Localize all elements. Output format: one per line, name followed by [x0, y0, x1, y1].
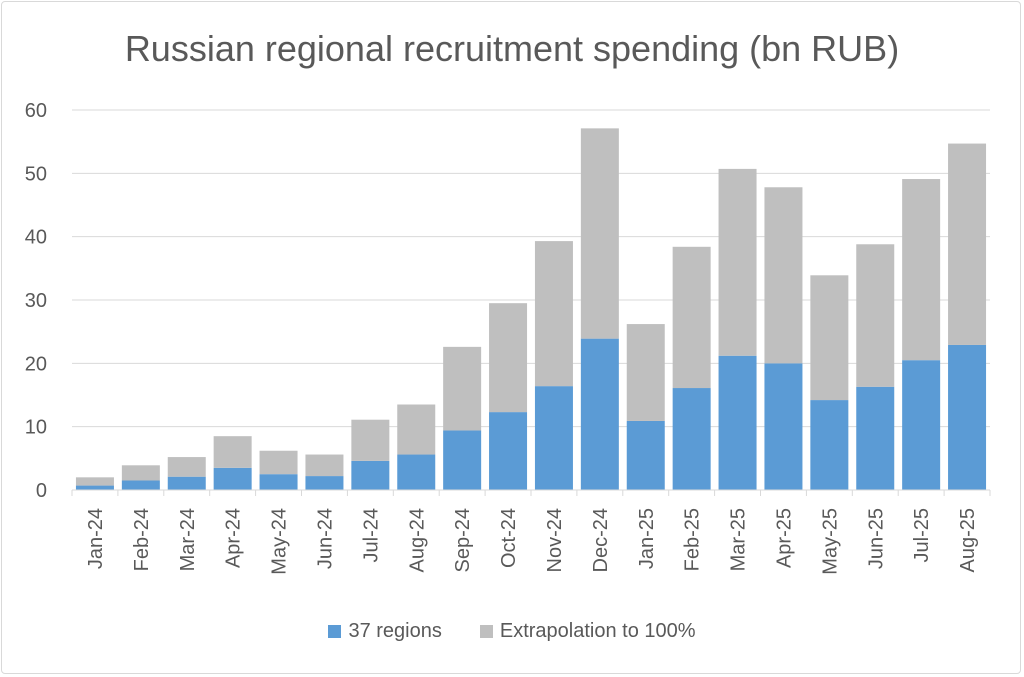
bar-37-regions: [810, 400, 849, 490]
bar-extrapolation: [351, 419, 390, 461]
x-tick-label: May-24: [269, 508, 291, 575]
x-tick-label: Nov-24: [544, 508, 566, 572]
y-tick-label: 50: [25, 163, 47, 185]
bar-extrapolation: [948, 143, 987, 345]
x-tick-label: Jun-24: [314, 508, 336, 569]
x-tick-label: Apr-24: [223, 508, 245, 568]
x-tick-label: Dec-24: [590, 508, 612, 572]
bar-extrapolation: [764, 187, 803, 364]
bar-37-regions: [259, 474, 298, 490]
bar-37-regions: [626, 420, 665, 490]
bar-37-regions: [580, 338, 619, 490]
bar-extrapolation: [167, 457, 206, 477]
bar-37-regions: [75, 485, 114, 490]
bar-extrapolation: [534, 241, 573, 387]
bar-extrapolation: [580, 128, 619, 339]
legend-label: 37 regions: [348, 620, 442, 642]
bar-37-regions: [121, 480, 160, 490]
legend-swatch-blue: [328, 625, 342, 638]
bar-37-regions: [443, 430, 482, 490]
bar-extrapolation: [489, 303, 528, 413]
x-tick-label: Mar-24: [177, 508, 199, 571]
x-tick-label: Jun-25: [865, 508, 887, 569]
bar-extrapolation: [213, 436, 252, 468]
legend-label: Extrapolation to 100%: [499, 620, 696, 642]
legend-swatch-gray: [479, 625, 493, 638]
bar-37-regions: [167, 476, 206, 490]
y-tick-label: 30: [25, 290, 47, 312]
bar-37-regions: [856, 386, 895, 490]
bar-extrapolation: [75, 477, 114, 486]
bar-37-regions: [305, 476, 344, 490]
bar-extrapolation: [718, 168, 757, 356]
x-tick-label: Feb-25: [682, 508, 704, 571]
x-tick-label: Jul-24: [360, 508, 382, 562]
x-tick-label: May-25: [819, 508, 841, 575]
x-tick-label: Feb-24: [131, 508, 153, 571]
bar-extrapolation: [397, 404, 436, 455]
bar-extrapolation: [902, 179, 941, 361]
legend-item-extrapolation: Extrapolation to 100%: [479, 620, 696, 643]
bar-37-regions: [718, 355, 757, 490]
x-tick-label: Sep-24: [452, 508, 474, 573]
x-tick-label: Jul-25: [911, 508, 933, 562]
bar-37-regions: [489, 412, 528, 490]
bar-extrapolation: [626, 324, 665, 421]
bar-37-regions: [948, 344, 987, 490]
y-tick-label: 60: [25, 100, 47, 122]
x-tick-label: Aug-25: [957, 508, 979, 573]
bar-37-regions: [351, 460, 390, 490]
y-tick-label: 20: [25, 353, 47, 375]
bar-extrapolation: [810, 275, 849, 401]
bar-extrapolation: [856, 244, 895, 387]
x-tick-label: Aug-24: [406, 508, 428, 573]
bar-extrapolation: [121, 465, 160, 481]
bar-37-regions: [213, 467, 252, 490]
chart-title: Russian regional recruitment spending (b…: [124, 28, 900, 69]
legend-item-37-regions: 37 regions: [328, 620, 442, 643]
x-tick-label: Mar-25: [728, 508, 750, 571]
x-tick-label: Apr-25: [773, 508, 795, 568]
x-tick-label: Jan-24: [85, 508, 107, 569]
y-tick-label: 10: [25, 417, 47, 439]
bar-extrapolation: [305, 454, 344, 477]
bar-37-regions: [397, 454, 436, 490]
bar-extrapolation: [443, 346, 482, 431]
y-tick-label: 0: [36, 480, 47, 502]
y-tick-label: 40: [25, 227, 47, 249]
bar-37-regions: [902, 360, 941, 490]
x-tick-label: Jan-25: [636, 508, 658, 569]
bar-extrapolation: [672, 246, 711, 389]
bar-extrapolation: [259, 450, 298, 475]
bar-37-regions: [764, 363, 803, 490]
legend: 37 regions Extrapolation to 100%: [0, 620, 1024, 643]
bar-37-regions: [672, 388, 711, 490]
bar-37-regions: [534, 386, 573, 490]
x-tick-label: Oct-24: [498, 508, 520, 568]
